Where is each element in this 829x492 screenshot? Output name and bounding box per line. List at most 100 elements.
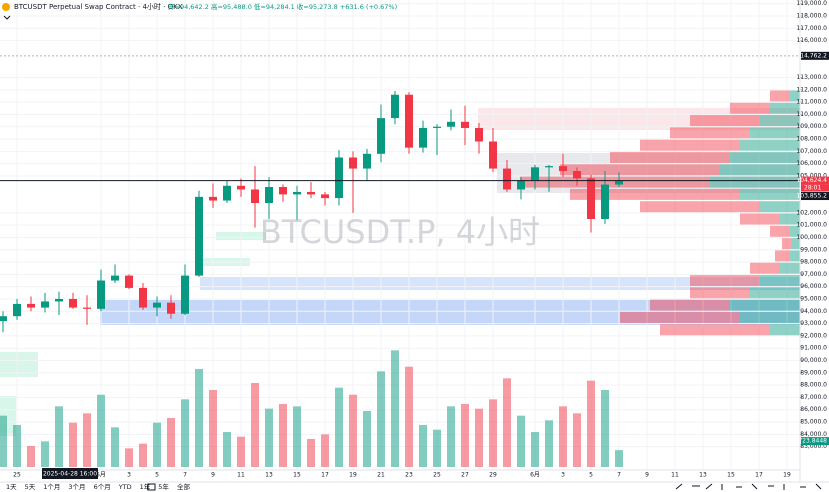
y-tick-label: 89,000.0: [800, 369, 827, 376]
volume-bar: [27, 446, 35, 467]
candle-body: [531, 167, 539, 181]
x-tick-label: 25: [13, 472, 21, 479]
range-button[interactable]: YTD: [118, 483, 132, 491]
profile-down: [690, 115, 760, 127]
profile-up: [720, 164, 800, 176]
x-tick-label: 13: [265, 472, 273, 479]
volume-bar: [475, 408, 483, 467]
price-label: 103,855.2: [796, 193, 827, 200]
volume-bar: [153, 422, 161, 467]
volume-bar: [167, 418, 175, 467]
profile-up: [760, 275, 800, 287]
candle-body: [307, 191, 315, 195]
y-tick-label: 86,000.0: [800, 406, 827, 413]
range-button[interactable]: 1个月: [43, 483, 60, 491]
candles: [0, 91, 800, 333]
y-tick-label: 92,000.0: [800, 332, 827, 339]
profile-down: [730, 102, 770, 114]
volume-bar: [13, 425, 21, 467]
zone: [100, 300, 800, 325]
y-tick-label: 85,000.0: [800, 419, 827, 426]
volume-bar: [195, 369, 203, 467]
range-button[interactable]: 1天: [6, 483, 17, 491]
y-tick-label: 107,000.0: [796, 148, 827, 155]
x-tick-label: 3: [127, 472, 131, 479]
volume-bar: [573, 413, 581, 467]
range-button[interactable]: 5天: [25, 483, 36, 491]
y-tick-label: 105,000.0: [796, 172, 827, 179]
volume-bar: [405, 366, 413, 467]
y-tick-label: 109,000.0: [796, 123, 827, 130]
candle-body: [489, 141, 497, 169]
range-button[interactable]: 1年: [140, 482, 151, 491]
candle-body: [209, 196, 217, 201]
candle-body: [41, 301, 49, 308]
candle-body: [447, 121, 455, 127]
volume-bar: [559, 406, 567, 467]
y-tick-label: 90,000.0: [800, 357, 827, 364]
collapse-icon[interactable]: [3, 15, 11, 20]
profile-up: [760, 115, 800, 127]
volume-bar: [349, 394, 357, 467]
ohlc-readout: 开=94,642.2 高=95,488.0 低=94,284.1 收=95,27…: [168, 2, 397, 11]
crosshair-label: 2025-04-28 16:00: [43, 471, 97, 478]
profile-down: [690, 287, 750, 299]
volume-bar: [223, 432, 231, 467]
y-tick-label: 102,000.0: [796, 209, 827, 216]
profile-down: [775, 250, 790, 262]
volume-bar: [321, 434, 329, 467]
x-tick-label: 19: [783, 472, 791, 479]
x-tick-label: 21: [377, 472, 385, 479]
y-tick-label: 87,000.0: [800, 394, 827, 401]
profile-down: [620, 311, 740, 323]
calendar-icon[interactable]: [147, 483, 156, 491]
x-tick-label: 13: [699, 472, 707, 479]
candle-body: [461, 121, 469, 128]
candle-body: [377, 118, 385, 154]
profile-down: [690, 275, 760, 287]
profile-up: [790, 90, 800, 102]
countdown-box: [801, 184, 829, 192]
profile-up: [780, 262, 800, 274]
profile-down: [770, 225, 790, 237]
y-tick-label: 119,000.0: [796, 0, 827, 7]
y-tick-label: 116,000.0: [796, 37, 827, 44]
candle-body: [419, 127, 427, 148]
x-tick-label: 5月: [96, 472, 106, 479]
chart-title: BTCUSDT Perpetual Swap Contract · 4小时 · …: [14, 2, 183, 11]
zone: [497, 153, 800, 193]
candle-body: [601, 184, 609, 220]
profile-down: [570, 188, 740, 200]
candle-body: [391, 94, 399, 119]
drawing-tools[interactable]: [675, 483, 822, 490]
x-tick-label: 5: [155, 472, 159, 479]
candle-body: [265, 187, 273, 204]
volume-bar: [517, 415, 525, 467]
y-tick-label: 94,000.0: [800, 308, 827, 315]
candle-body: [573, 171, 581, 179]
range-button[interactable]: 3个月: [68, 483, 85, 491]
candle-body: [181, 275, 189, 314]
profile-down: [640, 201, 760, 213]
candle-body: [83, 307, 91, 309]
candle-body: [321, 194, 329, 199]
profile-down: [660, 324, 770, 336]
range-button[interactable]: 6个月: [94, 483, 111, 491]
candle-body: [27, 303, 35, 308]
volume-bar: [69, 422, 77, 467]
range-button[interactable]: 全部: [177, 482, 191, 491]
y-tick-label: 101,000.0: [796, 222, 827, 229]
y-tick-label: 118,000.0: [796, 12, 827, 19]
price-label: 114,762.2: [796, 52, 827, 59]
range-button[interactable]: 5年: [158, 482, 169, 491]
profile-down: [650, 299, 730, 311]
x-tick-label: 15: [293, 472, 301, 479]
candle-body: [0, 316, 7, 322]
x-tick-label: 25: [433, 472, 441, 479]
profile-down: [670, 127, 750, 139]
y-tick-label: 111,000.0: [796, 99, 827, 106]
profile-up: [740, 311, 800, 323]
volume-bar: [139, 443, 147, 467]
profile-up: [740, 188, 800, 200]
grid: [0, 0, 800, 470]
